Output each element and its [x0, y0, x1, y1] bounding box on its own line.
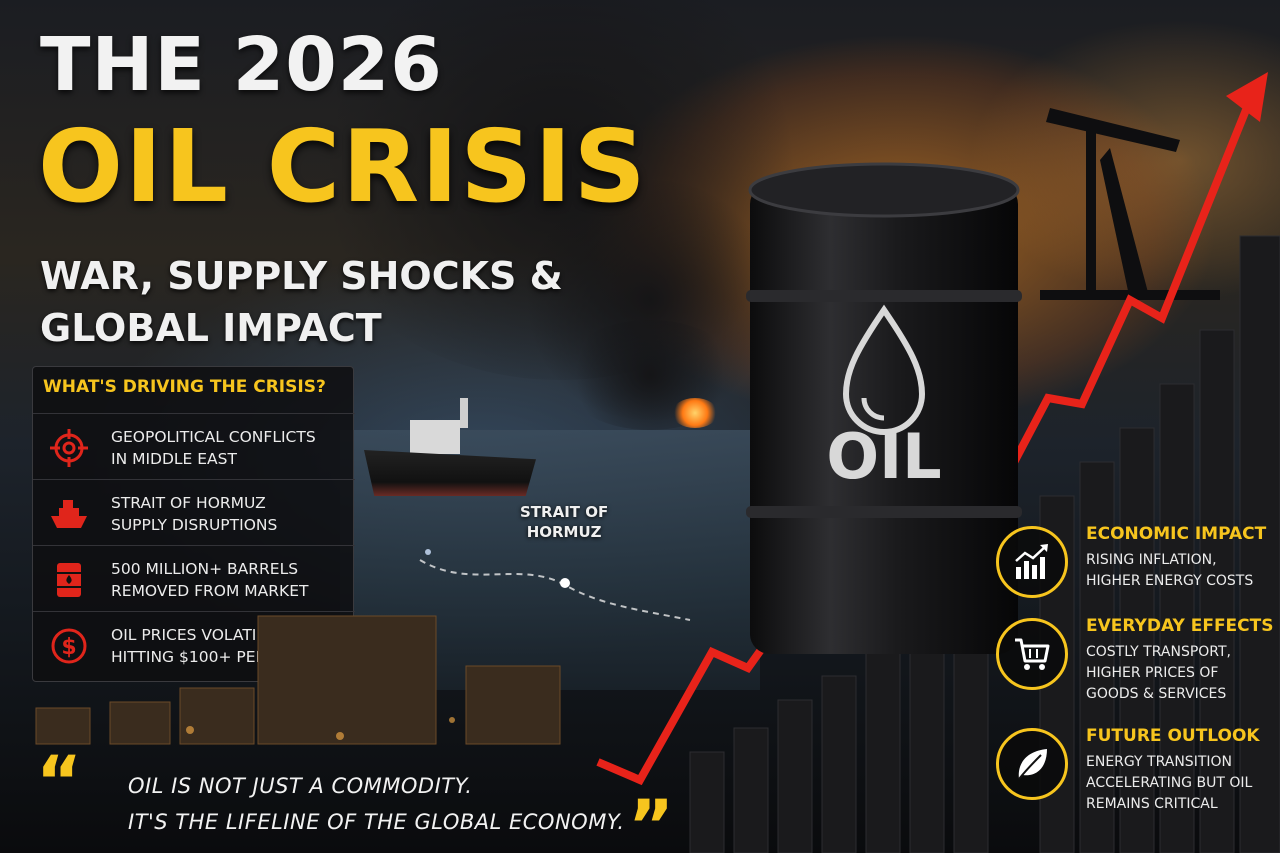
impact-line: COSTLY TRANSPORT, — [1086, 644, 1231, 660]
impact-title: ECONOMIC IMPACT — [1086, 524, 1267, 544]
driver-line-2: IN MIDDLE EAST — [111, 450, 237, 468]
quote-line-1: OIL IS NOT JUST A COMMODITY. — [128, 774, 473, 798]
barrel-label: OIL — [826, 420, 941, 493]
driver-line-2: SUPPLY DISRUPTIONS — [111, 516, 278, 534]
impact-icon-ring — [996, 526, 1068, 598]
rising-chart-icon — [1015, 544, 1048, 579]
barrel-icon — [57, 563, 81, 597]
driver-line-1: 500 MILLION+ BARRELS — [111, 560, 299, 578]
impact-line: ACCELERATING BUT OIL — [1086, 775, 1253, 791]
drivers-panel: WHAT'S DRIVING THE CRISIS? GEOPOLITICAL … — [32, 366, 355, 682]
fire-glow — [672, 398, 718, 428]
driver-item: 500 MILLION+ BARRELS REMOVED FROM MARKET — [33, 545, 355, 611]
tanker-mast — [460, 398, 468, 428]
driver-line-2: HITTING $100+ PER BARREL — [111, 648, 333, 666]
impact-line: GOODS & SERVICES — [1086, 686, 1227, 702]
driver-line-1: STRAIT OF HORMUZ — [111, 494, 266, 512]
impact-economic: ECONOMIC IMPACT RISING INFLATION, HIGHER… — [996, 524, 1276, 616]
driver-line-1: OIL PRICES VOLATILE, — [111, 626, 280, 644]
impact-everyday: EVERYDAY EFFECTS COSTLY TRANSPORT, HIGHE… — [996, 616, 1276, 708]
impact-icon-ring — [996, 618, 1068, 690]
impact-line: ENERGY TRANSITION — [1086, 754, 1232, 770]
impact-line: RISING INFLATION, — [1086, 552, 1217, 568]
impact-title: EVERYDAY EFFECTS — [1086, 616, 1274, 636]
strait-of-hormuz-label: STRAIT OF HORMUZ — [520, 502, 608, 542]
subtitle-line-2: GLOBAL IMPACT — [40, 306, 382, 350]
leaf-icon — [1018, 749, 1047, 780]
dollar-icon: $ — [51, 628, 87, 664]
driver-line-1: GEOPOLITICAL CONFLICTS — [111, 428, 316, 446]
impact-line: REMAINS CRITICAL — [1086, 796, 1218, 812]
impact-icon-ring — [996, 728, 1068, 800]
driver-line-2: REMOVED FROM MARKET — [111, 582, 309, 600]
quote-open-mark: “ — [36, 741, 83, 823]
barrel-graphic: OIL — [746, 162, 1022, 654]
cart-icon — [1015, 638, 1050, 670]
quote-line-2: IT'S THE LIFELINE OF THE GLOBAL ECONOMY. — [128, 810, 625, 834]
driver-item: $ OIL PRICES VOLATILE, HITTING $100+ PER… — [33, 611, 355, 677]
quote-text: OIL IS NOT JUST A COMMODITY. IT'S THE LI… — [128, 768, 625, 840]
tanker-bridge — [410, 420, 460, 454]
drivers-heading: WHAT'S DRIVING THE CRISIS? — [43, 377, 326, 397]
quote-close-mark: ” — [628, 785, 675, 853]
driver-item: STRAIT OF HORMUZ SUPPLY DISRUPTIONS — [33, 479, 355, 545]
map-label-line-2: HORMUZ — [526, 523, 602, 541]
title-line-2: OIL CRISIS — [38, 108, 648, 225]
oil-barrel: OIL — [746, 160, 1022, 660]
map-label-line-1: STRAIT OF — [520, 503, 609, 521]
svg-text:$: $ — [61, 635, 76, 660]
impact-line: HIGHER ENERGY COSTS — [1086, 573, 1254, 589]
driver-item: GEOPOLITICAL CONFLICTS IN MIDDLE EAST — [33, 413, 355, 479]
subtitle: WAR, SUPPLY SHOCKS & GLOBAL IMPACT — [40, 250, 563, 354]
title-line-1: THE 2026 — [40, 22, 443, 108]
ship-icon — [51, 500, 87, 528]
impact-title: FUTURE OUTLOOK — [1086, 726, 1260, 746]
crosshair-icon — [50, 429, 88, 467]
impact-line: HIGHER PRICES OF — [1086, 665, 1219, 681]
subtitle-line-1: WAR, SUPPLY SHOCKS & — [40, 254, 563, 298]
impact-future: FUTURE OUTLOOK ENERGY TRANSITION ACCELER… — [996, 726, 1276, 818]
